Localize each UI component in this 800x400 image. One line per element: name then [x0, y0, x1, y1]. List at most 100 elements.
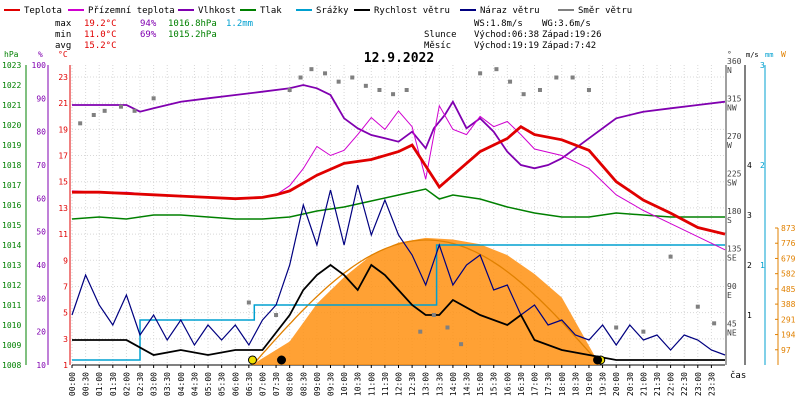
wind-direction-point — [494, 67, 499, 72]
wind-direction-point — [309, 67, 314, 72]
temperature-tick-label: 17 — [58, 152, 68, 161]
pressure-tick-label: 1021 — [2, 101, 21, 110]
wind-speed-tick-label: 2 — [747, 261, 752, 270]
wind-direction-point — [570, 75, 575, 80]
pressure-tick-label: 1012 — [2, 281, 21, 290]
wind-direction-point — [712, 321, 717, 326]
humidity-tick-label: 40 — [36, 261, 46, 270]
x-tick-label: 08:00 — [286, 372, 295, 396]
wind-dir-axis-unit: ° — [727, 50, 732, 59]
x-tick-label: 11:30 — [381, 372, 390, 396]
wind-sun-moon-info: WS:1.8m/s WG:3.6m/s Slunce Východ:06:38 … — [424, 19, 602, 51]
wind-direction-point — [508, 79, 513, 84]
wind-dir-tick-direction: SW — [727, 179, 737, 188]
legend-label-1: Přízemní teplota — [88, 6, 175, 16]
x-tick-label: 16:30 — [517, 372, 526, 396]
stat-max-label: max — [55, 19, 72, 29]
x-tick-label: 21:00 — [639, 372, 648, 396]
wind-direction-point — [336, 79, 341, 84]
pressure-tick-label: 1008 — [2, 361, 21, 370]
wind-dir-tick-degrees: 315 — [727, 95, 742, 104]
x-tick-label: 02:00 — [122, 372, 131, 396]
temperature-tick-label: 15 — [58, 178, 68, 187]
x-tick-label: 14:00 — [449, 372, 458, 396]
x-tick-label: 01:00 — [95, 372, 104, 396]
temperature-tick-label: 5 — [63, 309, 68, 318]
wind-dir-tick-degrees: 45 — [727, 320, 737, 329]
humidity-axis-unit: % — [38, 50, 43, 59]
wind-direction-point — [287, 88, 292, 92]
x-tick-label: 05:00 — [204, 372, 213, 396]
solar-tick-label: 97 — [781, 346, 791, 355]
temperature-tick-label: 19 — [58, 125, 68, 134]
wind-direction-point — [132, 108, 137, 113]
x-tick-label: 18:30 — [571, 372, 580, 396]
wind-direction-point — [78, 121, 83, 126]
wind-dir-tick-degrees: 270 — [727, 132, 742, 141]
wind-direction-point — [668, 254, 673, 259]
x-tick-label: 17:00 — [531, 372, 540, 396]
legend-label-3: Tlak — [260, 6, 282, 16]
x-tick-label: 18:00 — [558, 372, 567, 396]
stat-min-temp: 11.0°C — [84, 30, 117, 40]
series-temperature-line — [72, 124, 726, 236]
wind-direction-point — [459, 342, 464, 347]
moonset-time: Západ:7:42 — [542, 41, 596, 51]
wind-dir-tick-direction: NE — [727, 329, 737, 338]
x-tick-label: 03:30 — [163, 372, 172, 396]
series-rain-line — [72, 244, 725, 361]
wind-dir-tick-degrees: 360 — [727, 57, 742, 66]
x-tick-label: 09:30 — [326, 372, 335, 396]
legend-label-5: Rychlost větru — [374, 6, 450, 16]
plot-area — [71, 67, 726, 366]
rain-tick-label: 2 — [760, 161, 765, 170]
solar-axis-unit: W — [781, 50, 786, 59]
wind-direction-point — [614, 325, 619, 330]
temperature-tick-label: 7 — [63, 282, 68, 291]
wind-dir-tick-direction: SE — [727, 254, 737, 263]
x-tick-label: 02:30 — [136, 372, 145, 396]
wind-gust-max: WG:3.6m/s — [542, 19, 591, 29]
stat-avg-label: avg — [55, 41, 71, 51]
pressure-tick-label: 1016 — [2, 201, 21, 210]
pressure-tick-label: 1022 — [2, 81, 21, 90]
x-tick-label: 04:00 — [177, 372, 186, 396]
legend: Teplota Přízemní teplota Vlhkost Tlak Srážky… — [4, 6, 632, 16]
stat-avg-temp: 15.2°C — [84, 41, 117, 51]
x-tick-label: 15:00 — [476, 372, 485, 396]
legend-label-0: Teplota — [24, 6, 62, 16]
x-tick-label: 10:30 — [354, 372, 363, 396]
x-tick-label: 19:30 — [599, 372, 608, 396]
wind-direction-point — [641, 329, 646, 334]
wind-direction-point — [363, 83, 368, 88]
stat-min-label: min — [55, 30, 71, 40]
x-tick-label: 20:30 — [626, 372, 635, 396]
solar-tick-label: 582 — [781, 270, 796, 279]
wind-dir-tick-degrees: 180 — [727, 207, 742, 216]
wind-dir-tick-direction: E — [727, 291, 732, 300]
sunset-time: Západ:19:26 — [542, 30, 602, 40]
x-tick-label: 07:00 — [258, 372, 267, 396]
temperature-tick-label: 1 — [63, 361, 68, 370]
x-tick-label: 00:30 — [82, 372, 91, 396]
wind-direction-point — [350, 75, 355, 80]
stat-max-rain: 1.2mm — [226, 19, 253, 29]
series-wind-gust-line — [71, 184, 726, 356]
series-wind-speed-line — [72, 263, 725, 361]
solar-tick-label: 679 — [781, 254, 796, 263]
pressure-tick-label: 1019 — [2, 141, 21, 150]
legend-label-6: Náraz větru — [480, 6, 540, 16]
wind-direction-point — [554, 75, 559, 80]
x-tick-label: 15:30 — [490, 372, 499, 396]
temperature-tick-label: 3 — [63, 335, 68, 344]
x-tick-label: 05:30 — [218, 372, 227, 396]
solar-tick-label: 485 — [781, 285, 796, 294]
wind-direction-point — [298, 75, 303, 80]
wind-direction-point — [418, 329, 423, 334]
stat-min-pressure: 1015.2hPa — [168, 30, 217, 40]
humidity-tick-label: 100 — [32, 61, 47, 70]
x-tick-label: 00:00 — [68, 372, 77, 396]
solar-tick-label: 388 — [781, 300, 796, 309]
x-tick-label: 03:00 — [150, 372, 159, 396]
x-tick-label: 21:30 — [653, 372, 662, 396]
